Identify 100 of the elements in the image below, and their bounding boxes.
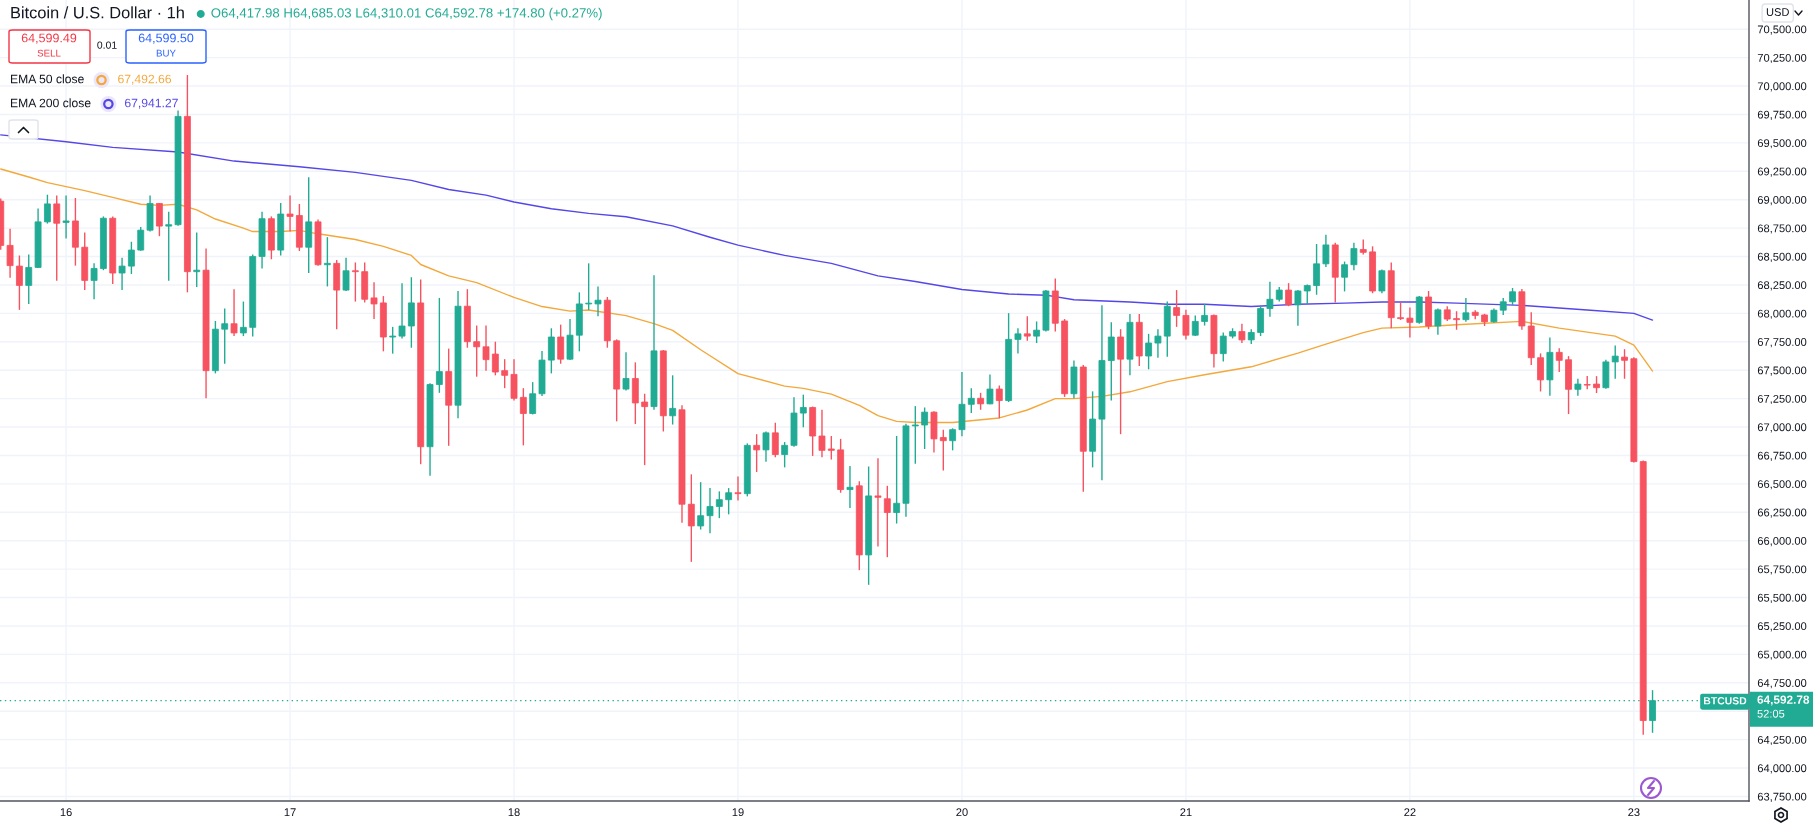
y-tick-label: 67,250.00 [1757, 394, 1807, 405]
annotation: 64,599.49 [21, 33, 77, 44]
candlestick [435, 297, 443, 394]
y-tick-label: 65,750.00 [1757, 565, 1807, 575]
y-tick-label: 66,000.00 [1757, 536, 1807, 547]
candlestick [1378, 268, 1386, 294]
candlestick [1033, 320, 1041, 344]
candlestick [1257, 305, 1264, 337]
candlestick [986, 373, 994, 406]
y-tick-label: 65,250.00 [1757, 622, 1807, 632]
y-tick-label: 67,000.00 [1757, 423, 1807, 433]
candlestick [753, 433, 761, 473]
x-tick-label: 18 [508, 808, 520, 817]
candlestick [1266, 281, 1274, 318]
candlestick [1611, 344, 1619, 380]
annotation: BUY [156, 49, 176, 57]
candlestick [482, 324, 490, 372]
candlestick [155, 202, 163, 237]
y-tick-label: 69,000.00 [1757, 195, 1807, 206]
y-tick-label: 66,500.00 [1757, 480, 1807, 490]
line-series [0, 134, 1654, 321]
candlestick [351, 261, 359, 303]
candlestick [799, 393, 807, 428]
candlestick [1453, 310, 1460, 331]
candlestick [473, 324, 481, 378]
annotation: 67,941.27 [124, 98, 178, 109]
y-tick-label: 68,000.00 [1757, 309, 1807, 319]
y-tick-label: 67,750.00 [1757, 338, 1807, 348]
x-tick-label: 17 [284, 808, 296, 816]
x-tick-label: 23 [1628, 808, 1640, 817]
candlestick [995, 384, 1003, 419]
candlestick [697, 481, 705, 531]
candlestick [1154, 328, 1162, 359]
annotation: BTCUSD [1704, 697, 1747, 705]
y-tick-label: 68,500.00 [1757, 252, 1807, 262]
candlestick [407, 276, 415, 349]
candlestick [1555, 347, 1563, 373]
candlestick [771, 422, 779, 458]
candlestick [1434, 307, 1442, 336]
candlestick [1219, 331, 1227, 363]
candlestick [687, 473, 695, 563]
ref-line-label: 64,592.78 [1757, 695, 1810, 706]
x-tick-label: 16 [60, 808, 72, 817]
text: O64,417.98 H64,685.03 L64,310.01 C64,592.78 +174.80 (+0.27%) [211, 7, 602, 21]
y-tick-label: 63,750.00 [1757, 792, 1807, 802]
candlestick [547, 327, 555, 375]
y-tick-label: 64,000.00 [1757, 764, 1807, 774]
candlestick [193, 231, 201, 288]
candlestick [1313, 243, 1320, 296]
candlestick [1294, 289, 1302, 327]
candlestick [90, 262, 98, 300]
candlestick [949, 427, 957, 452]
candlestick [827, 435, 835, 461]
candlestick [1406, 306, 1414, 339]
candlestick [342, 257, 350, 292]
candlestick [939, 428, 947, 472]
candlestick [239, 300, 247, 337]
candlestick [1537, 352, 1544, 393]
y-tick-label: 68,750.00 [1757, 224, 1807, 234]
candlestick [25, 253, 33, 305]
candlestick [1014, 327, 1022, 355]
x-tick-label: 20 [956, 808, 968, 817]
candlestick [1201, 303, 1208, 327]
candlestick [669, 374, 677, 426]
legend-label: EMA 200 close [11, 98, 91, 108]
candlestick [557, 323, 565, 365]
candlestick [230, 288, 238, 337]
text: USD [1766, 8, 1789, 16]
candlestick [734, 475, 742, 502]
y-tick-label: 69,750.00 [1757, 110, 1807, 120]
candlestick [398, 282, 406, 340]
annotation: 64,599.50 [138, 33, 194, 44]
candlestick [137, 226, 145, 252]
candlestick [1117, 328, 1125, 435]
annotation: 0.01 [97, 41, 117, 49]
candlestick [1173, 289, 1180, 328]
x-tick-label: 22 [1404, 808, 1416, 816]
legend-label: EMA 50 close [11, 74, 84, 84]
candlestick [1145, 333, 1153, 370]
candlestick [286, 194, 294, 233]
candlestick [1107, 321, 1115, 402]
y-tick-label: 65,000.00 [1757, 650, 1807, 660]
candlestick [1341, 260, 1348, 293]
candlestick [883, 485, 891, 558]
candlestick [491, 340, 499, 377]
y-tick-label: 70,000.00 [1757, 82, 1807, 92]
y-tick-label: 70,500.00 [1757, 25, 1807, 35]
candlestick [1238, 323, 1246, 344]
candlestick [1023, 315, 1031, 342]
candlestick [501, 358, 509, 389]
candlestick [323, 236, 331, 288]
candlestick [846, 465, 854, 509]
candlestick [1350, 241, 1358, 271]
y-tick-label: 67,500.00 [1757, 366, 1807, 376]
y-tick-label: 66,750.00 [1757, 451, 1807, 461]
y-tick-label: 64,750.00 [1757, 679, 1807, 689]
candlestick [594, 285, 602, 318]
candlestick [585, 262, 593, 311]
y-tick-label: 69,500.00 [1757, 139, 1807, 149]
candlestick [1621, 348, 1628, 380]
